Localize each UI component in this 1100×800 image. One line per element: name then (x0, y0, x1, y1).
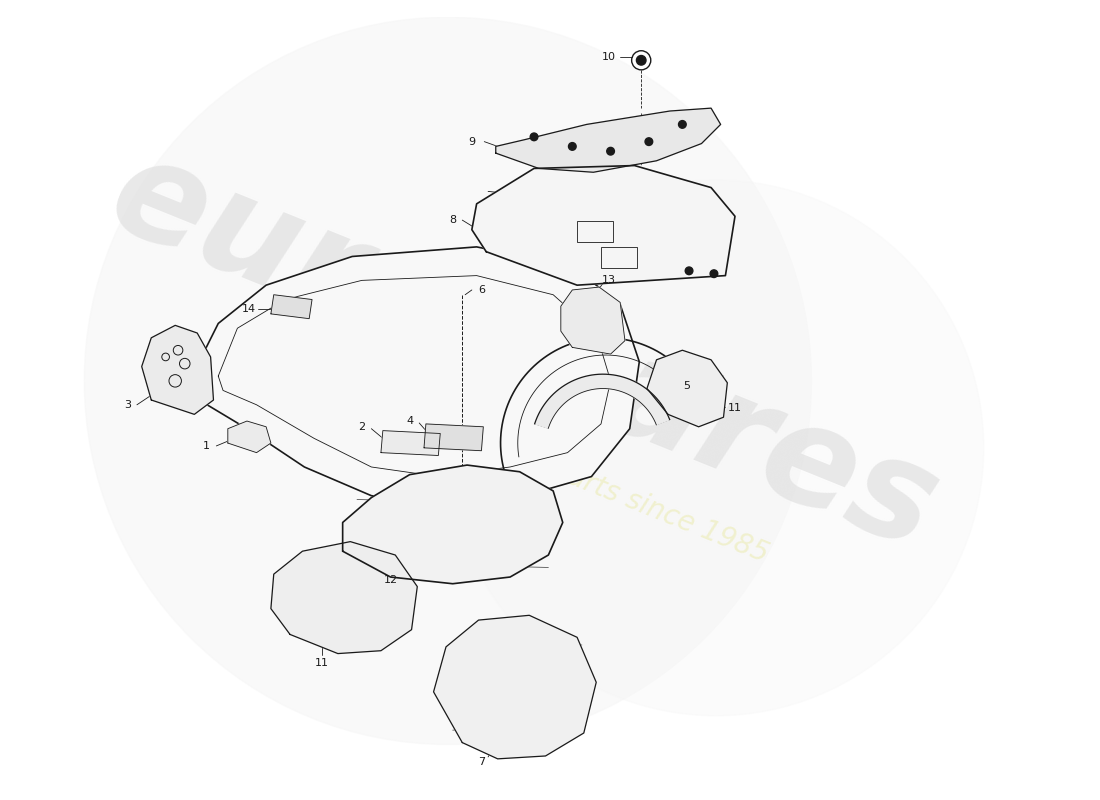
Circle shape (85, 18, 812, 745)
Circle shape (711, 270, 718, 278)
Polygon shape (343, 465, 563, 584)
Circle shape (685, 267, 693, 274)
Text: 5: 5 (683, 381, 691, 390)
Polygon shape (271, 542, 417, 654)
Polygon shape (189, 247, 639, 506)
Text: 11: 11 (728, 402, 743, 413)
Polygon shape (381, 430, 440, 455)
Text: 2: 2 (359, 422, 365, 432)
Circle shape (679, 121, 686, 128)
Polygon shape (142, 326, 213, 414)
Polygon shape (561, 287, 625, 354)
Text: 13: 13 (602, 275, 616, 286)
Text: 11: 11 (315, 658, 329, 668)
Text: 6: 6 (477, 285, 485, 295)
Text: 10: 10 (602, 53, 616, 62)
Text: 7: 7 (477, 757, 485, 766)
Polygon shape (496, 108, 720, 172)
Bar (578, 221, 614, 242)
Polygon shape (647, 350, 727, 426)
Bar (601, 247, 637, 268)
Text: 4: 4 (406, 416, 414, 426)
Text: 8: 8 (449, 215, 456, 225)
Text: 9: 9 (469, 137, 475, 146)
Polygon shape (535, 374, 670, 428)
Text: 12: 12 (384, 575, 397, 585)
Text: 1: 1 (204, 441, 210, 451)
Circle shape (645, 138, 652, 146)
Circle shape (448, 180, 983, 716)
Polygon shape (424, 424, 483, 450)
Text: a passion for parts since 1985: a passion for parts since 1985 (373, 385, 772, 568)
Circle shape (530, 133, 538, 141)
Circle shape (607, 147, 615, 155)
Text: eurospares: eurospares (92, 125, 957, 579)
Polygon shape (433, 615, 596, 759)
Polygon shape (472, 166, 735, 285)
Polygon shape (228, 421, 271, 453)
Text: 14: 14 (242, 304, 256, 314)
Circle shape (637, 55, 646, 65)
Polygon shape (271, 294, 312, 318)
Text: 3: 3 (124, 400, 131, 410)
Circle shape (569, 142, 576, 150)
